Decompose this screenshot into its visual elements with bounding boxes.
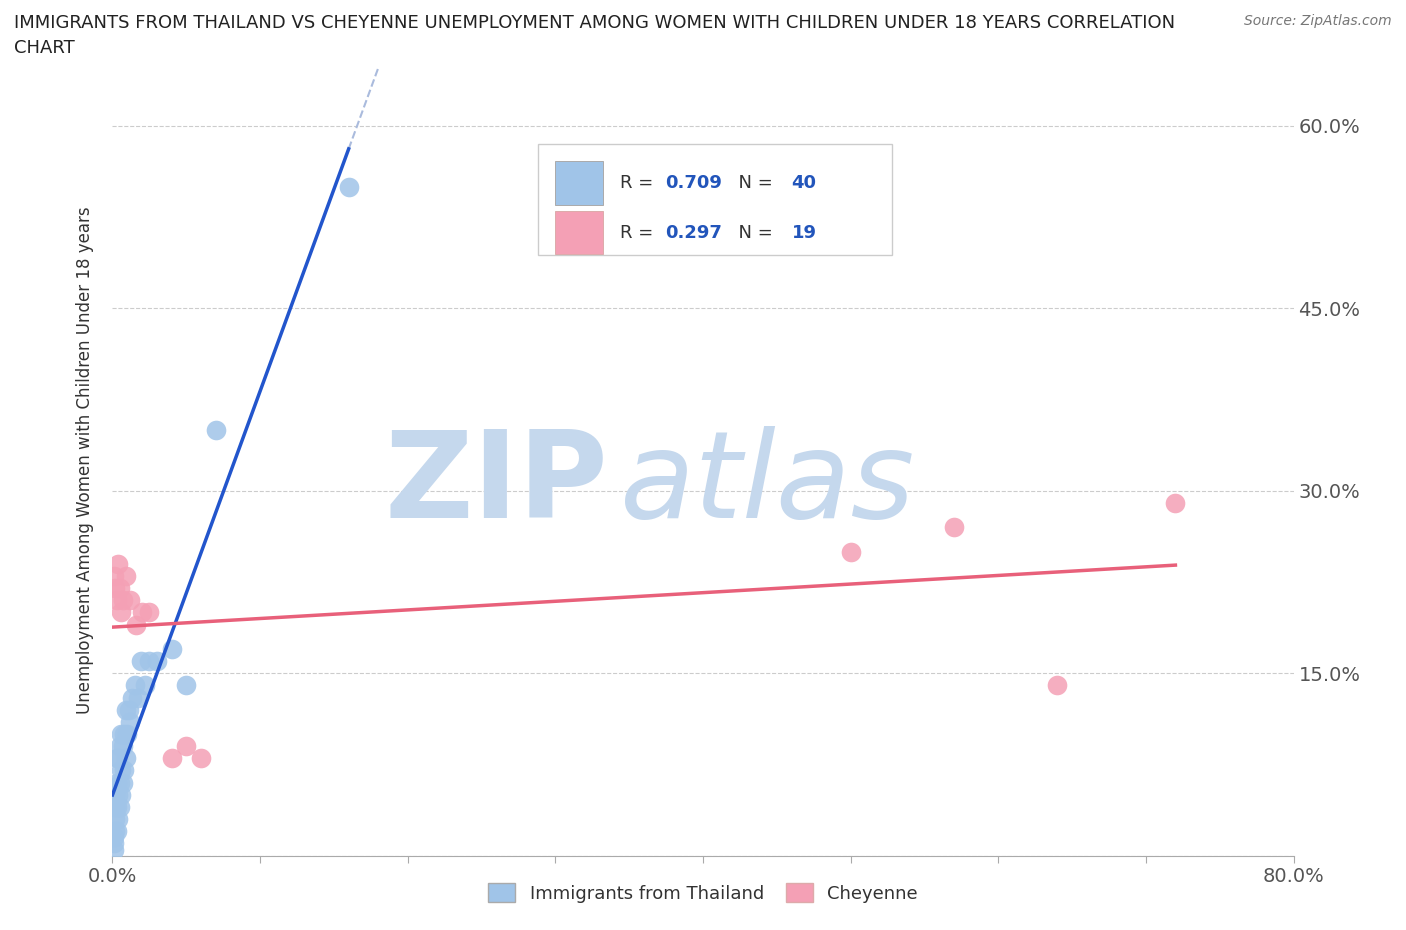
Point [942, 520, 965, 535]
Point [160, 642, 183, 657]
Point [111, 592, 134, 607]
Text: R =: R = [620, 224, 659, 242]
Point [839, 544, 862, 559]
Point [105, 824, 128, 839]
Text: N =: N = [727, 174, 778, 192]
FancyBboxPatch shape [555, 161, 603, 205]
Point [127, 690, 149, 705]
Point [104, 788, 127, 803]
Point [107, 751, 129, 765]
Point [111, 738, 134, 753]
Point [104, 812, 127, 827]
Point [103, 830, 125, 844]
Text: 0.709: 0.709 [665, 174, 723, 192]
Text: CHART: CHART [14, 39, 75, 57]
Point [190, 751, 212, 765]
Point [121, 690, 143, 705]
Point [104, 800, 127, 815]
Point [120, 592, 142, 607]
Text: N =: N = [727, 224, 778, 242]
Point [134, 678, 156, 693]
Text: R =: R = [620, 174, 659, 192]
Point [131, 604, 153, 619]
Point [112, 726, 135, 741]
Point [124, 678, 146, 693]
Text: 19: 19 [792, 224, 817, 242]
Point [110, 763, 132, 777]
Point [114, 751, 136, 765]
FancyBboxPatch shape [537, 144, 891, 255]
Point [108, 776, 131, 790]
Point [205, 422, 228, 437]
Point [104, 824, 127, 839]
Point [107, 788, 129, 803]
Point [107, 556, 129, 571]
Point [103, 568, 125, 583]
Point [174, 678, 197, 693]
Point [103, 836, 125, 851]
Point [108, 738, 131, 753]
Point [105, 751, 128, 765]
Point [138, 604, 160, 619]
Point [107, 812, 129, 827]
Text: 0.297: 0.297 [665, 224, 723, 242]
Point [114, 702, 136, 717]
Point [125, 618, 148, 632]
Y-axis label: Unemployment Among Women with Children Under 18 years: Unemployment Among Women with Children U… [76, 206, 94, 714]
Point [117, 726, 138, 741]
Point [120, 714, 142, 729]
Text: 40: 40 [792, 174, 817, 192]
Point [105, 592, 128, 607]
Point [108, 580, 131, 595]
Point [108, 800, 131, 815]
Text: IMMIGRANTS FROM THAILAND VS CHEYENNE UNEMPLOYMENT AMONG WOMEN WITH CHILDREN UNDE: IMMIGRANTS FROM THAILAND VS CHEYENNE UNE… [14, 14, 1175, 32]
Point [104, 580, 127, 595]
Point [114, 568, 136, 583]
Text: ZIP: ZIP [385, 426, 609, 542]
Point [337, 179, 360, 194]
Point [174, 738, 197, 753]
Point [110, 726, 132, 741]
Point [1046, 678, 1069, 693]
Legend: Immigrants from Thailand, Cheyenne: Immigrants from Thailand, Cheyenne [481, 876, 925, 910]
Point [110, 788, 132, 803]
Point [1164, 496, 1187, 511]
Text: atlas: atlas [620, 426, 915, 542]
FancyBboxPatch shape [555, 211, 603, 255]
Point [105, 776, 128, 790]
Point [112, 763, 135, 777]
Point [103, 842, 125, 857]
Point [111, 776, 134, 790]
Text: Source: ZipAtlas.com: Source: ZipAtlas.com [1244, 14, 1392, 28]
Point [138, 654, 160, 669]
Point [146, 654, 169, 669]
Point [129, 654, 152, 669]
Point [160, 751, 183, 765]
Point [118, 702, 141, 717]
Point [105, 800, 128, 815]
Point [110, 604, 132, 619]
